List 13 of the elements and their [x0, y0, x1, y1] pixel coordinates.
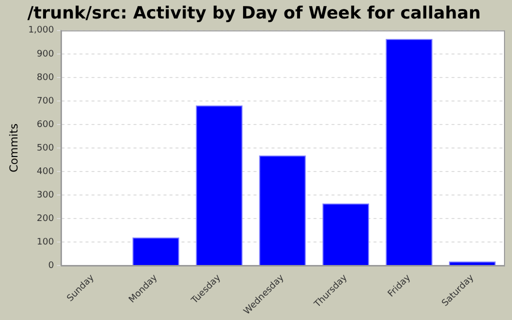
y-tick-label: 300 [36, 190, 54, 200]
y-tick-label: 0 [48, 260, 54, 271]
y-tick-label: 100 [36, 237, 54, 248]
y-tick-label: 800 [36, 72, 54, 83]
chart-title: /trunk/src: Activity by Day of Week for callahan [27, 4, 481, 24]
y-axis-title: Commits [7, 123, 20, 172]
y-tick-label: 400 [36, 166, 54, 177]
y-tick-label: 1,000 [28, 26, 54, 36]
y-tick-label: 200 [36, 214, 54, 224]
y-tick-label: 500 [36, 143, 54, 154]
y-tick-label: 600 [36, 120, 54, 130]
y-tick-label: 700 [36, 96, 54, 106]
y-tick-label: 900 [36, 49, 54, 60]
